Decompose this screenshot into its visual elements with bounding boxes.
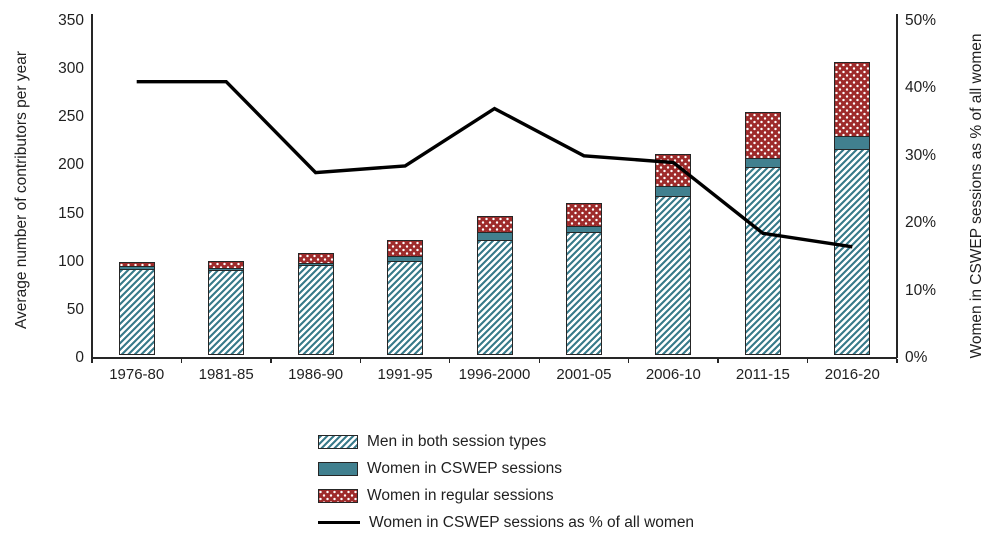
legend-item: Men in both session types: [318, 428, 694, 455]
bar-segment-hatch: [387, 260, 424, 356]
legend: Men in both session types Women in CSWEP …: [318, 428, 694, 536]
x-axis-tick-mark: [627, 358, 630, 363]
bar-1986-90: [297, 253, 334, 356]
legend-item: Women in CSWEP sessions as % of all wome…: [318, 509, 694, 536]
x-axis-tick-mark: [896, 358, 898, 363]
x-axis-tick-mark: [91, 358, 93, 363]
x-category-label: 2016-20: [824, 366, 880, 383]
bar-segment-hatch: [208, 269, 245, 356]
bar-segment-hatch: [744, 167, 781, 356]
bar-2001-05: [565, 202, 602, 356]
right-ytick-label: 30%: [905, 146, 937, 164]
bar-segment-hatch: [655, 196, 692, 356]
bar-segment-hatch: [834, 149, 871, 356]
bar-segment-dots: [834, 62, 871, 138]
right-ytick-label: 20%: [905, 214, 937, 232]
bar-segment-dots: [565, 202, 602, 228]
bar-segment-hatch: [565, 231, 602, 356]
bar-segment-hatch: [297, 264, 334, 356]
bar-1981-85: [208, 260, 245, 356]
right-axis-title: Women in CSWEP sessions as % of all wome…: [968, 33, 985, 359]
left-ytick-label: 100: [58, 252, 84, 270]
left-ytick-label: 50: [66, 300, 84, 318]
line-swatch: [318, 520, 360, 525]
x-axis-tick-mark: [180, 358, 183, 363]
right-ytick-label: 10%: [905, 281, 937, 299]
x-category-label: 2006-10: [645, 366, 701, 383]
left-ytick-label: 0: [75, 349, 84, 366]
x-axis-tick-mark: [449, 358, 451, 363]
left-ytick-label: 200: [58, 156, 84, 174]
bar-2016-20: [834, 62, 871, 356]
x-axis-tick-mark: [806, 358, 809, 363]
bar-1976-80: [118, 261, 155, 356]
bar-1996-2000: [476, 216, 513, 356]
right-ytick-label: 40%: [905, 79, 937, 97]
bar-segment-hatch: [118, 268, 155, 356]
bar-segment-hatch: [476, 239, 513, 356]
bar-2011-15: [744, 111, 781, 356]
x-category-label: 1976-80: [109, 366, 165, 383]
solid-swatch: [318, 461, 358, 476]
legend-item: Women in regular sessions: [318, 482, 694, 509]
x-category-label: 1996-2000: [458, 366, 531, 383]
legend-label: Women in CSWEP sessions: [367, 459, 562, 477]
x-category-label: 1991-95: [377, 366, 433, 383]
x-axis-line: [91, 357, 897, 359]
bar-1991-95: [387, 239, 424, 356]
left-axis-title: Average number of contributors per year: [13, 50, 30, 330]
left-ytick-label: 250: [58, 108, 84, 126]
x-category-label: 1981-85: [198, 366, 254, 383]
legend-label: Men in both session types: [367, 432, 547, 450]
bar-2006-10: [655, 153, 692, 356]
x-category-label: 2001-05: [556, 366, 612, 383]
x-axis-tick-mark: [359, 358, 362, 363]
x-category-label: 2011-15: [735, 366, 790, 383]
x-axis-tick-mark: [538, 358, 540, 363]
left-ytick-label: 350: [58, 12, 84, 29]
left-ytick-label: 150: [58, 204, 84, 222]
right-y-axis-line: [896, 14, 898, 358]
legend-item: Women in CSWEP sessions: [318, 455, 694, 482]
x-axis-tick-mark: [270, 358, 272, 363]
legend-label: Women in CSWEP sessions as % of all wome…: [369, 513, 695, 531]
bar-segment-dots: [476, 216, 513, 234]
hatch-swatch: [318, 434, 358, 449]
x-category-label: 1986-90: [288, 366, 344, 383]
left-y-axis-line: [91, 14, 93, 358]
dots-swatch: [318, 488, 358, 503]
bar-segment-dots: [387, 239, 424, 258]
x-axis-tick-mark: [717, 358, 719, 363]
left-ytick-label: 300: [58, 60, 84, 78]
right-ytick-label: 0%: [905, 349, 928, 366]
bar-segment-dots: [655, 153, 692, 188]
bar-segment-dots: [744, 111, 781, 160]
right-ytick-label: 50%: [905, 12, 937, 29]
legend-label: Women in regular sessions: [367, 486, 554, 504]
